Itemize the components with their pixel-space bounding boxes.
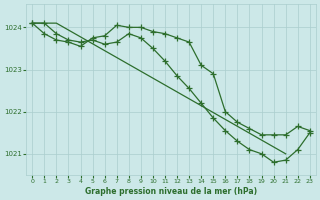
X-axis label: Graphe pression niveau de la mer (hPa): Graphe pression niveau de la mer (hPa) <box>85 187 257 196</box>
